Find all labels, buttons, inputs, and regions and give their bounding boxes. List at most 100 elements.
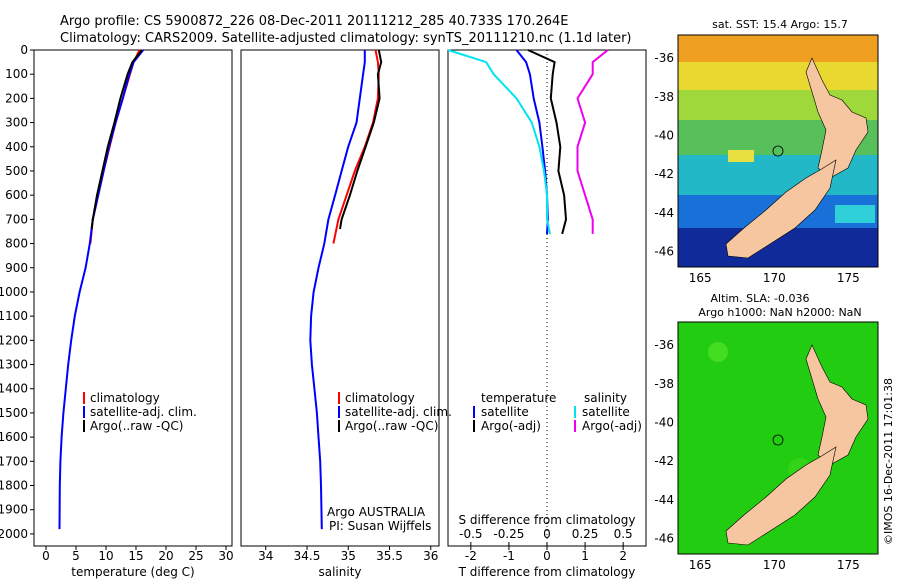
s-tick-label: 0 [543,527,551,541]
x-tick-label: 35.5 [376,549,403,563]
profile-curve-satellite [447,49,551,235]
depth-tick-label: 200 [5,91,28,105]
legend-label-climatology: climatology [345,391,415,405]
temperature-legend: climatology satellite-adj. clim. Argo(..… [83,391,197,433]
depth-tick-label: 1900 [0,503,28,517]
imos-watermark: ©IMOS 16-Dec-2011 17:01:38 [882,378,895,545]
legend-label-s-satellite: satellite [582,405,630,419]
south-island [725,159,837,259]
map-lat-tick-label: -36 [654,338,674,352]
depth-tick-label: 1200 [0,333,28,347]
north-island [805,344,869,466]
map-lat-tick-label: -42 [654,454,674,468]
profile-curve-satellite-adj-clim- [309,50,366,530]
map-lat-tick-label: -40 [654,416,674,430]
figure-title-line2: Climatology: CARS2009. Satellite-adjuste… [60,31,632,46]
legend-label-t-argo: Argo(-adj) [481,419,541,433]
legend-label-argo: Argo(..raw -QC) [345,419,438,433]
s-tick-label: -0.5 [459,527,482,541]
x-tick-label: 0 [543,549,551,563]
x-tick-label: 20 [158,549,173,563]
sla-map-frame [677,321,879,555]
depth-tick-label: 900 [5,261,28,275]
temperature-axis-label: temperature (deg C) [71,565,194,579]
x-tick-label: 10 [98,549,113,563]
depth-tick-label: 700 [5,212,28,226]
depth-tick-label: 1600 [0,430,28,444]
x-tick-label: 36 [423,549,438,563]
argo-float-marker [772,145,784,157]
x-tick-label: 34 [258,549,273,563]
legend-label-satellite: satellite-adj. clim. [90,405,197,419]
map-lon-tick-label: 170 [763,271,786,285]
sst-map [678,35,878,267]
depth-tick-label: 0 [20,43,28,57]
x-tick-label: 34.5 [294,549,321,563]
argo-agency-label: Argo AUSTRALIA [327,505,426,519]
sla-map-title-line2: Argo h1000: NaN h2000: NaN [698,306,861,319]
legend-label-s-argo: Argo(-adj) [582,419,642,433]
depth-tick-label: 100 [5,67,28,81]
difference-legend: temperature salinity satellite Argo(-adj… [473,391,642,433]
map-lon-tick-label: 170 [763,558,786,572]
x-tick-label: 2 [619,549,627,563]
sst-map-frame [677,34,879,268]
sla-patch-1 [708,342,728,362]
x-tick-label: -1 [503,549,515,563]
s-difference-axis-label: S difference from climatology [459,513,636,527]
map-lat-tick-label: -38 [654,377,674,391]
depth-tick-label: 1800 [0,479,28,493]
south-island [725,446,837,546]
x-tick-label: 1 [581,549,589,563]
sst-patch-yellow [728,150,754,162]
depth-tick-label: 1700 [0,454,28,468]
x-tick-label: 15 [128,549,143,563]
depth-tick-label: 1300 [0,358,28,372]
map-lat-tick-label: -42 [654,167,674,181]
map-lat-tick-label: -46 [654,532,674,546]
depth-tick-label: 400 [5,140,28,154]
x-tick-label: 25 [188,549,203,563]
map-lat-tick-label: -40 [654,129,674,143]
salinity-legend: climatology satellite-adj. clim. Argo(..… [338,391,452,433]
sst-map-title: sat. SST: 15.4 Argo: 15.7 [712,18,848,31]
depth-tick-label: 300 [5,116,28,130]
salinity-plot-area [240,49,440,547]
x-tick-label: 5 [72,549,80,563]
x-tick-label: 30 [218,549,233,563]
map-lat-tick-label: -46 [654,245,674,259]
profile-curve-satellite-adj-clim- [58,49,144,530]
map-lon-tick-label: 165 [689,558,712,572]
temperature-plot-area [33,49,233,547]
map-lat-tick-label: -36 [654,51,674,65]
argo-float-marker [772,434,784,446]
north-island [805,57,869,179]
sst-patch-cyan [835,205,875,223]
profile-curve-argo-adj- [527,49,568,235]
map-lon-tick-label: 165 [689,271,712,285]
legend-label-t-satellite: satellite [481,405,529,419]
profile-curve-climatology [89,49,141,244]
t-difference-axis-label: T difference from climatology [458,565,636,579]
figure-title-line1: Argo profile: CS 5900872_226 08-Dec-2011… [60,14,568,29]
sla-map [678,322,878,554]
depth-tick-label: 1400 [0,382,28,396]
x-tick-label: -2 [465,549,477,563]
s-tick-label: 0.5 [614,527,633,541]
s-tick-label: -0.25 [493,527,524,541]
depth-tick-label: 1000 [0,285,28,299]
legend-title-temperature: temperature [481,391,556,405]
profile-curve-climatology [332,49,380,244]
sla-map-title-line1: Altim. SLA: -0.036 [710,292,809,305]
legend-label-climatology: climatology [90,391,160,405]
depth-tick-label: 1100 [0,309,28,323]
profile-curve-argo-adj- [576,49,609,234]
salinity-axis-label: salinity [318,565,361,579]
depth-tick-label: 600 [5,188,28,202]
argo-pi-label: PI: Susan Wijffels [329,519,431,533]
profile-curve-satellite [515,49,549,234]
legend-title-salinity: salinity [584,391,627,405]
depth-tick-label: 1500 [0,406,28,420]
legend-label-argo: Argo(..raw -QC) [90,419,183,433]
